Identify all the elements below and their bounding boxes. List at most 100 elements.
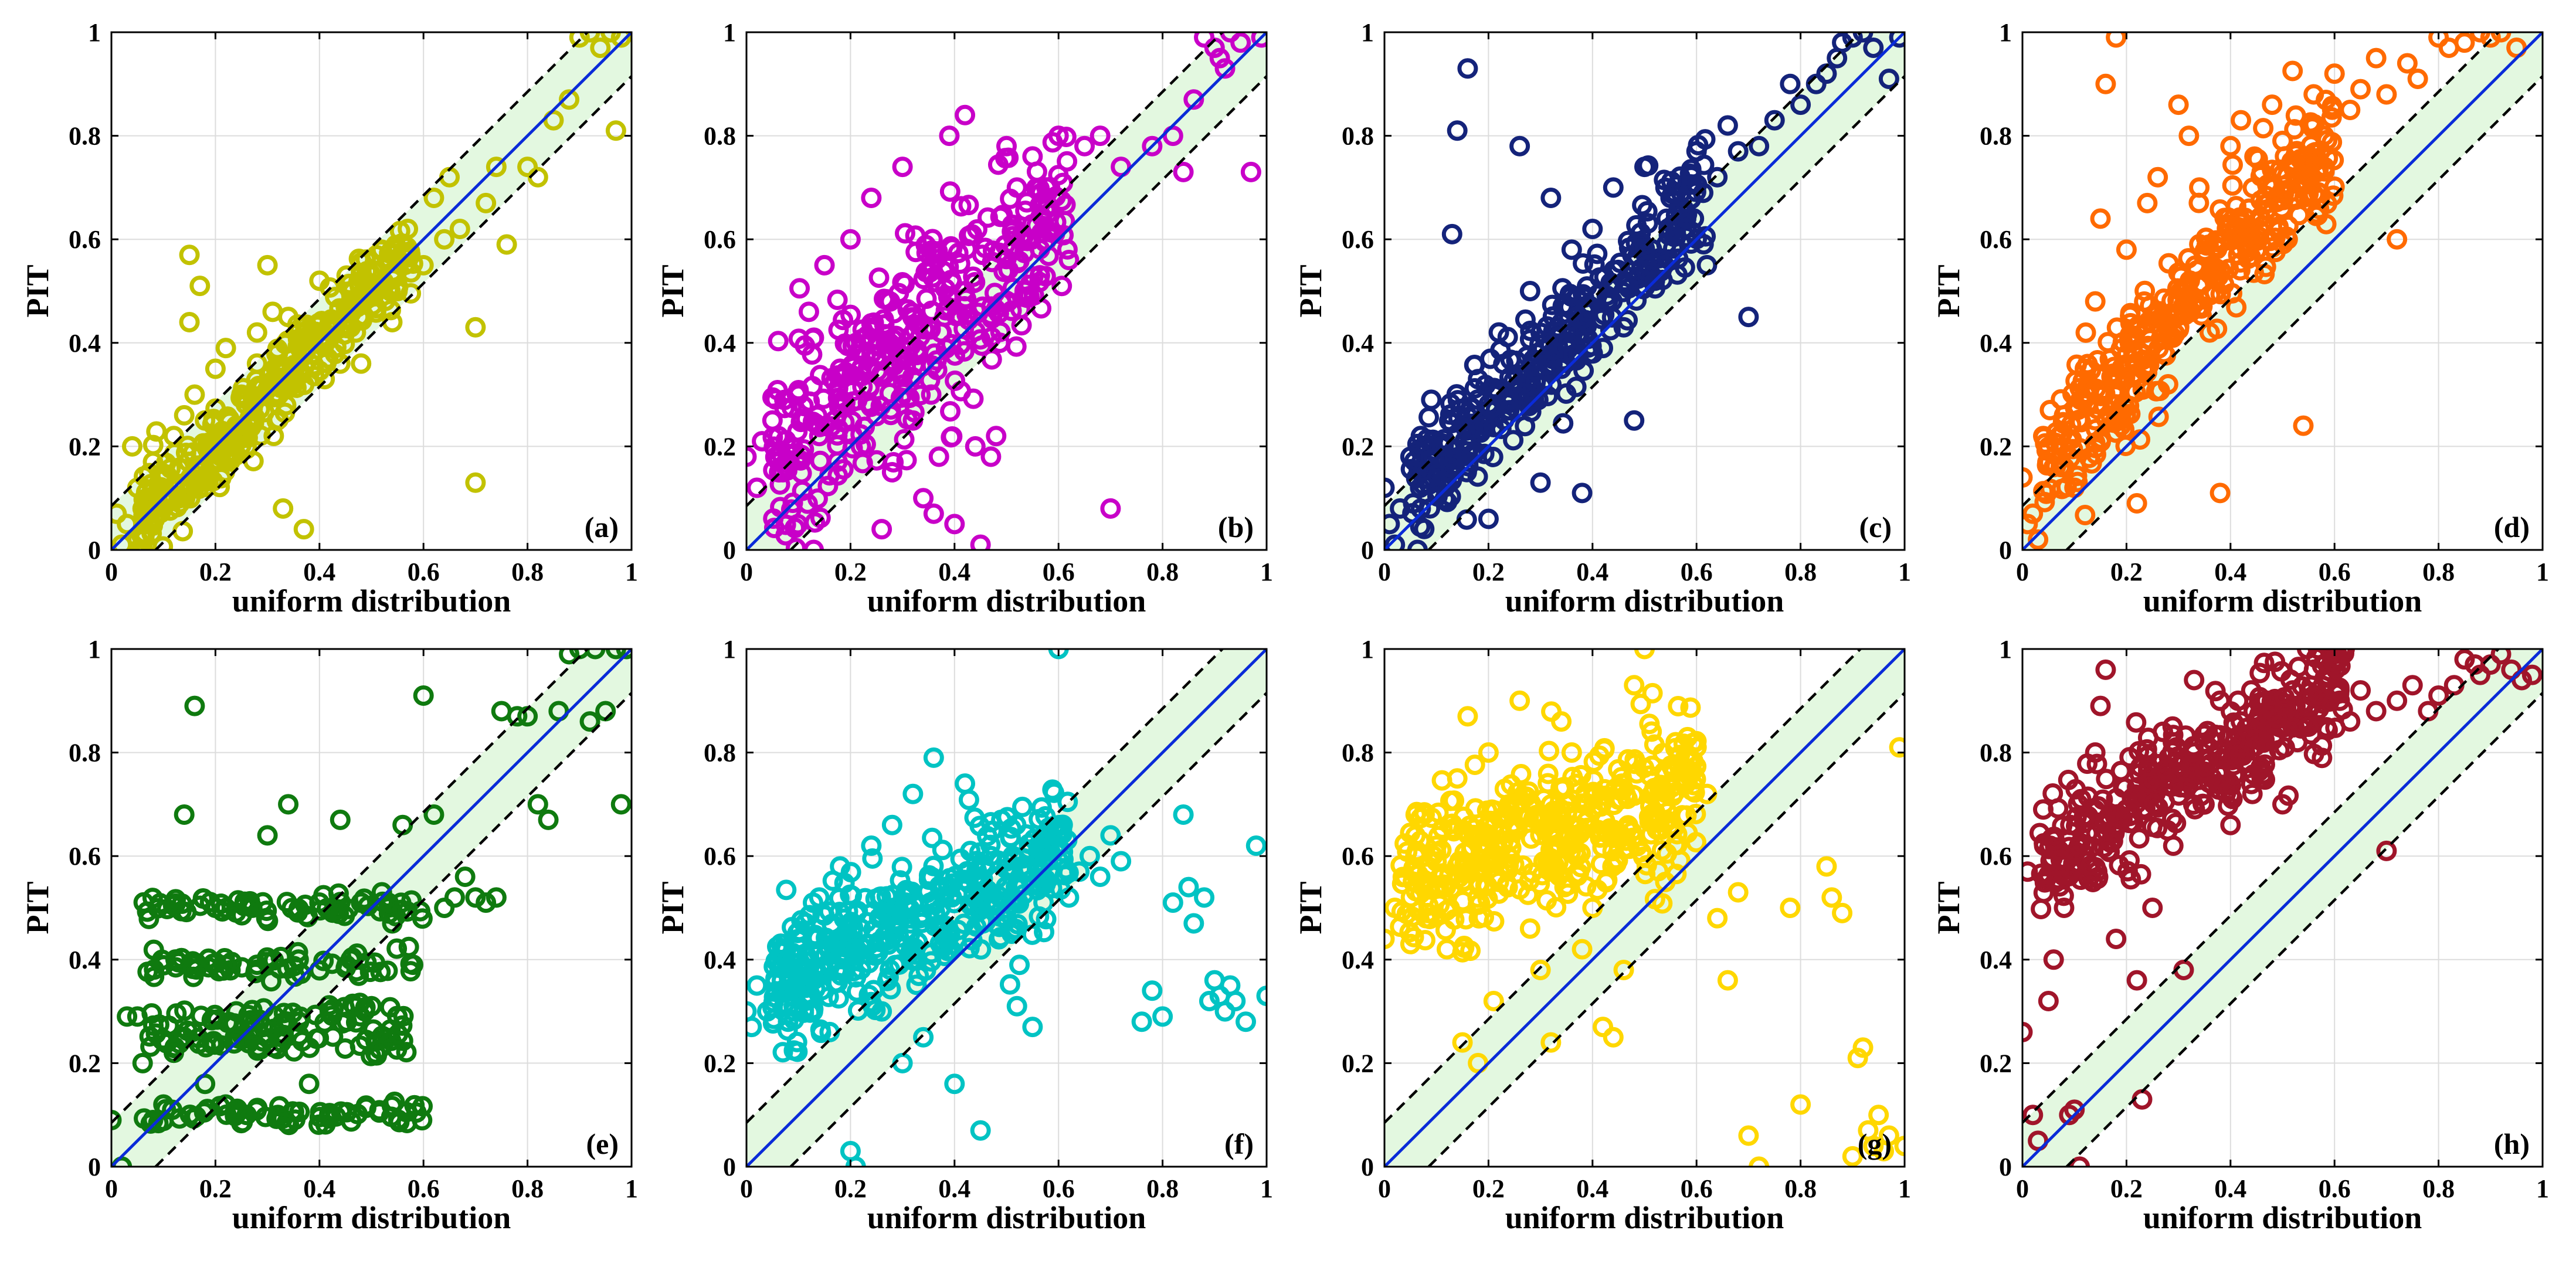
data-point [2120,869,2141,890]
data-point [1173,804,1194,825]
data-point [1425,905,1446,926]
data-point [336,1011,357,1032]
data-point [2210,690,2231,711]
data-point [767,949,788,970]
data-point [1054,210,1075,232]
data-point [1686,141,1707,162]
data-point [1461,837,1482,858]
data-point [922,827,943,848]
data-point [2443,675,2465,696]
data-point [1384,898,1406,918]
data-point [1011,315,1032,336]
data-point [1515,309,1536,330]
data-point [970,1120,991,1141]
data-point [1583,781,1604,803]
data-point [2224,764,2245,786]
data-point [2237,242,2258,263]
data-point [810,365,831,386]
data-point [814,254,835,276]
data-point [2049,840,2070,861]
data-point [2153,342,2174,363]
x-tick-label: 0.6 [1043,558,1075,586]
data-point [888,283,909,304]
data-point [2241,680,2262,701]
data-point [1410,498,1431,519]
data-point [1464,754,1485,775]
data-point [239,412,260,433]
data-point [2199,322,2220,343]
data-point [904,940,925,961]
data-point [2031,898,2052,919]
data-point [888,913,909,935]
lower-bound-line [1427,692,1905,1167]
data-point [2033,882,2054,903]
data-point [2162,327,2183,348]
data-point [811,980,832,1001]
scatter-points [1384,649,1905,1167]
upper-bound-line [746,32,1224,507]
data-point [330,809,351,830]
data-point [2501,659,2522,680]
data-point [2090,428,2112,449]
data-point [970,534,991,550]
x-tick-label: 0 [740,558,753,586]
diagonal-line [1383,31,1906,551]
data-point [1447,768,1468,789]
y-tick-label: 0 [723,1153,736,1181]
x-tick-label: 1 [2536,558,2549,586]
data-point [1512,855,1533,876]
data-point [807,488,828,509]
data-point [1878,68,1899,89]
x-axis-label: uniform distribution [2143,1200,2422,1235]
data-point [2143,793,2164,814]
data-point [834,412,855,433]
data-point [193,433,214,454]
data-point [2022,1021,2033,1042]
data-point [1597,823,1618,844]
data-point [2134,291,2155,312]
data-point [840,304,861,325]
data-point [2222,154,2243,175]
y-tick-label: 0.8 [1980,122,2012,151]
data-point [1889,737,1905,758]
data-point [2184,670,2205,691]
lower-bound-line [1427,75,1905,550]
data-point [543,110,564,131]
data-point [1055,127,1077,148]
data-point [1492,836,1513,857]
data-point [926,249,948,270]
data-point [1029,808,1050,830]
data-point [2064,1099,2085,1120]
data-point [2274,737,2295,758]
data-point [2044,830,2065,851]
data-point [858,984,880,1005]
data-point [406,1102,427,1123]
data-point [387,1006,408,1027]
data-point [215,338,236,359]
y-tick-label: 0 [1999,536,2012,565]
data-point [1642,682,1663,704]
diagonal-line [745,648,1268,1168]
data-point [2032,799,2054,820]
data-point [800,1002,821,1023]
data-point [2454,649,2475,670]
data-point [1019,286,1040,307]
band-bounds [746,649,1267,1167]
data-point [1541,374,1562,395]
data-point [1660,188,1681,209]
data-point [987,154,1009,175]
data-point [2319,649,2340,660]
data-point [1251,32,1267,48]
data-point [1889,32,1905,48]
y-tick-label: 1 [723,18,736,47]
data-point [1452,1032,1473,1053]
data-point [2031,863,2052,884]
data-point [2161,808,2183,830]
data-point [1100,825,1121,846]
data-point [361,995,382,1017]
data-point [768,331,789,352]
panel-b: 0 0.2 0.4 0.6 0.8 1 0 0.2 0.4 0.6 0.8 1 uniform dist… [655,18,1273,619]
x-tick-label: 1 [625,1174,638,1203]
data-point [2081,453,2102,474]
data-point [1131,1011,1152,1032]
